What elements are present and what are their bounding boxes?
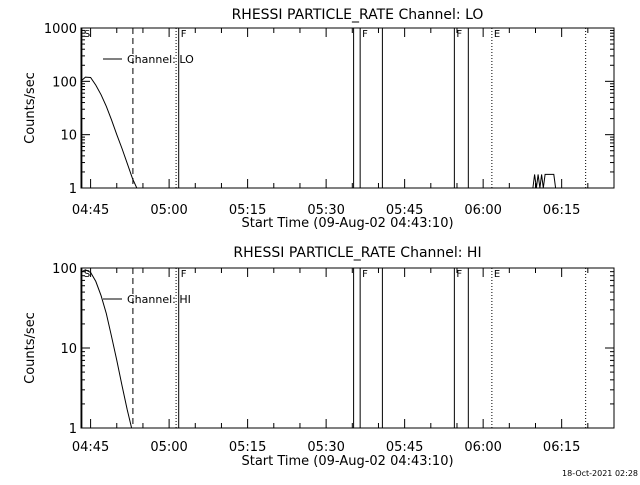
chart-panel-0: RHESSI PARTICLE_RATE Channel: LO 1 10 100 10…	[23, 7, 615, 231]
y-tick-label: 10	[60, 342, 77, 357]
event-marker-label: F	[362, 269, 368, 280]
y-axis-label: Counts/sec	[23, 72, 38, 144]
y-tick-label: 100	[52, 75, 77, 90]
x-tick-label: 06:00	[464, 203, 501, 218]
event-marker-label: F	[181, 269, 187, 280]
x-tick-label: 05:15	[229, 440, 266, 455]
y-tick-label: 100	[52, 262, 77, 277]
event-marker-label: S	[84, 29, 90, 40]
x-tick-label: 05:30	[307, 203, 344, 218]
chart-title: RHESSI PARTICLE_RATE Channel: LO	[232, 7, 484, 23]
data-series-0	[81, 76, 138, 189]
x-tick-label: 05:30	[307, 440, 344, 455]
event-marker-label: F	[362, 29, 368, 40]
x-tick-label: 05:15	[229, 203, 266, 218]
x-axis-label: Start Time (09-Aug-02 04:43:10)	[241, 454, 453, 469]
x-axis-label: Start Time (09-Aug-02 04:43:10)	[241, 216, 453, 231]
y-axis-label: Counts/sec	[23, 312, 38, 384]
legend-entry: Channel: LO	[127, 53, 194, 66]
x-tick-label: 05:45	[386, 440, 423, 455]
event-marker-label: F	[456, 29, 462, 40]
footer-timestamp: 18-Oct-2021 02:28	[562, 469, 638, 478]
event-marker-label: F	[456, 269, 462, 280]
event-marker-label: E	[494, 269, 500, 280]
x-tick-label: 05:00	[150, 203, 187, 218]
y-tick-label: 1	[69, 422, 77, 437]
x-tick-label: 06:00	[464, 440, 501, 455]
x-tick-label: 04:45	[72, 440, 109, 455]
chart-panel-1: RHESSI PARTICLE_RATE Channel: HI 1 10 100 04…	[23, 245, 615, 469]
data-series-0	[81, 269, 133, 429]
y-tick-label: 1000	[44, 22, 77, 37]
event-marker-label: E	[494, 29, 500, 40]
y-tick-label: 1	[69, 182, 77, 197]
x-tick-label: 04:45	[72, 203, 109, 218]
x-tick-label: 05:45	[386, 203, 423, 218]
x-tick-label: 05:00	[150, 440, 187, 455]
legend-entry: Channel: HI	[127, 293, 191, 306]
y-tick-label: 10	[60, 129, 77, 144]
x-tick-label: 06:15	[543, 440, 580, 455]
x-tick-label: 06:15	[543, 203, 580, 218]
plot-frame	[80, 27, 615, 189]
chart-title: RHESSI PARTICLE_RATE Channel: HI	[233, 245, 481, 261]
data-series-1	[532, 173, 557, 189]
event-marker-label: F	[181, 29, 187, 40]
event-marker-label: S	[84, 269, 90, 280]
